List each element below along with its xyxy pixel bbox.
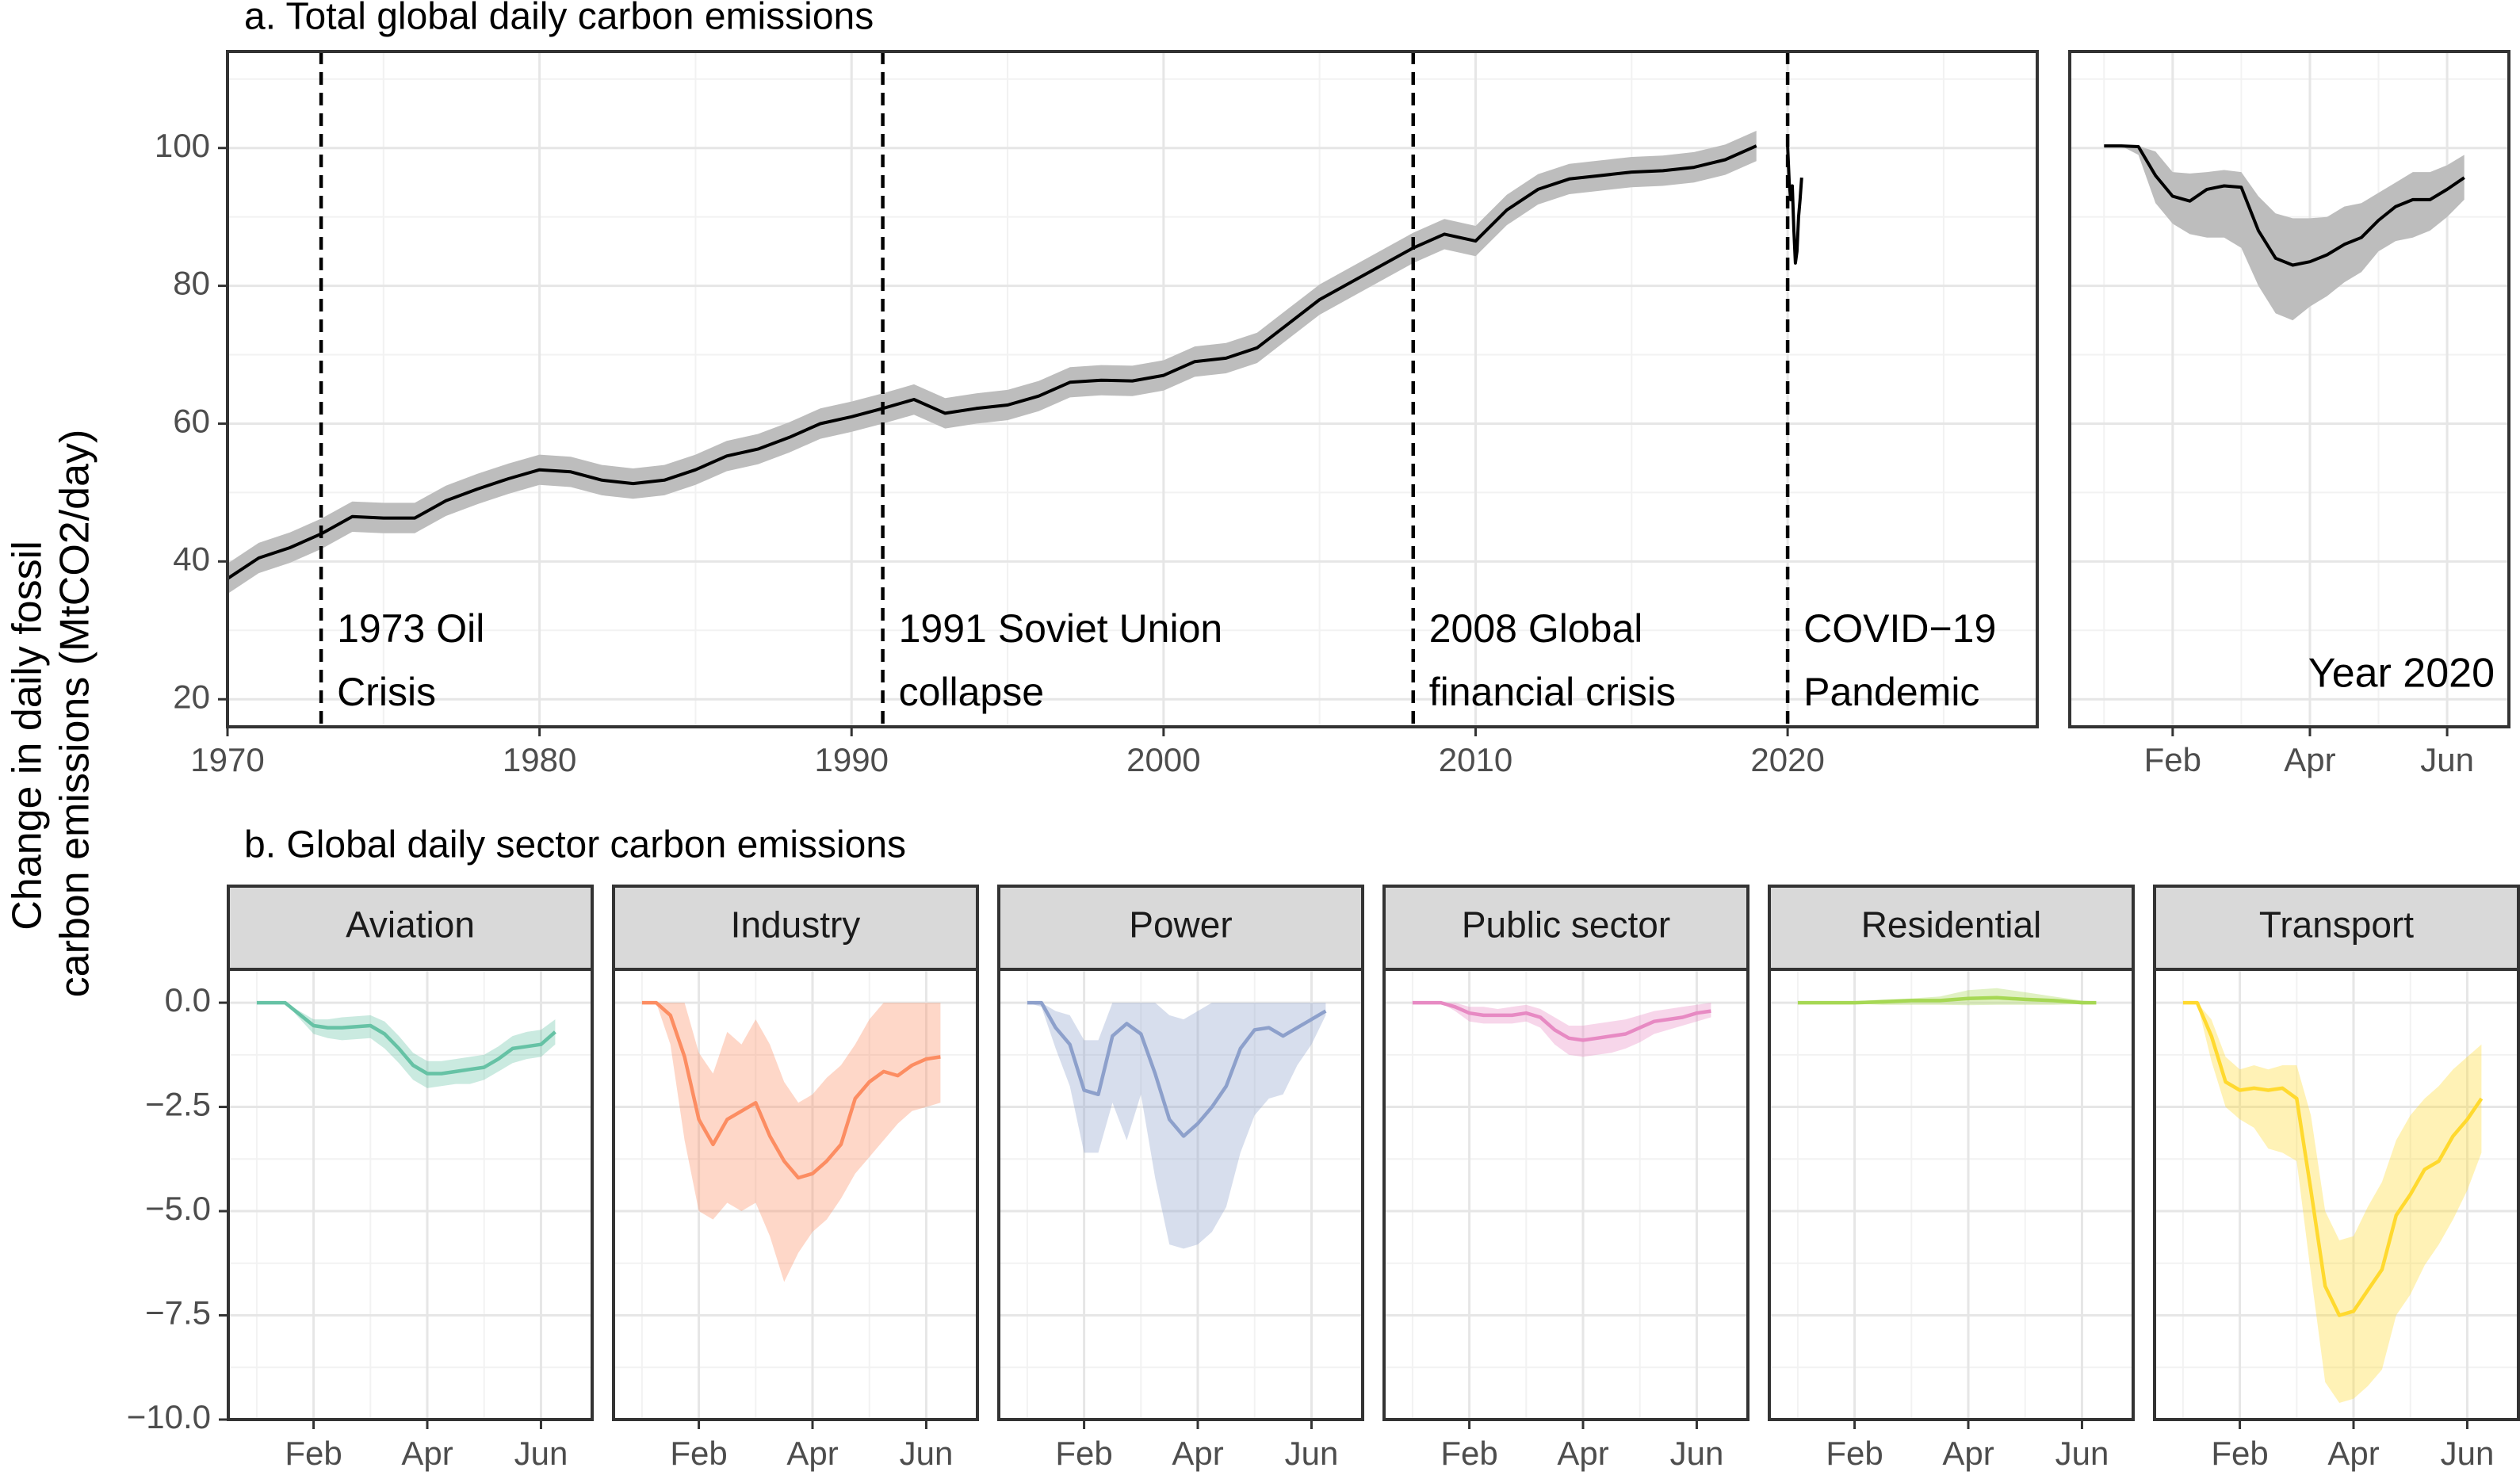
x-tick-label: Jun — [1670, 1435, 1724, 1472]
x-tick-label: Jun — [2420, 741, 2474, 778]
x-tick-label: Feb — [1826, 1435, 1883, 1472]
facet-border — [2153, 968, 2520, 1421]
x-tick-label: 1990 — [815, 741, 889, 778]
facet-transport: Transport Feb Apr Jun — [2153, 885, 2520, 1472]
x-tick-label: Feb — [285, 1435, 342, 1472]
x-tick-label: Feb — [1055, 1435, 1112, 1472]
facet-power: Power Feb Apr Jun — [997, 885, 1364, 1472]
panel-a-border — [226, 50, 2039, 728]
x-tick-label: 1970 — [190, 741, 264, 778]
sector-line — [256, 1000, 556, 1076]
y-tick-label: 20 — [173, 678, 210, 715]
x-tick-label: 2000 — [1126, 741, 1200, 778]
event-label: Pandemic — [1803, 670, 1979, 714]
sector-line — [641, 1000, 941, 1180]
y-tick-label: −10.0 — [127, 1398, 211, 1435]
x-tick-label: 2020 — [1750, 741, 1824, 778]
x-tick-label: Feb — [2211, 1435, 2268, 1472]
x-tick-label: Apr — [1172, 1435, 1223, 1472]
y-axis-label-line2: carbon emissions (MtCO2/day) — [52, 430, 98, 998]
sector-line — [1027, 1000, 1327, 1138]
x-tick-label: Apr — [786, 1435, 838, 1472]
total-emissions-uncertainty-band — [228, 131, 1757, 594]
panel-a-year-2020: Year 2020 Feb Apr Jun — [2068, 50, 2510, 778]
x-tick-label: Jun — [2441, 1435, 2495, 1472]
event-label: collapse — [899, 670, 1044, 714]
x-tick-label: Feb — [2144, 741, 2201, 778]
facet-strip-label: Public sector — [1462, 904, 1670, 946]
y-tick-label: −7.5 — [145, 1294, 211, 1332]
y-tick-label: 0.0 — [165, 981, 211, 1018]
x-tick-label: Apr — [401, 1435, 453, 1472]
facet-strip-label: Industry — [731, 904, 861, 946]
y-axis-label-line1: Change in daily fossil — [5, 541, 51, 930]
inset-title: Year 2020 — [2308, 651, 2495, 697]
year-2020-line — [2104, 144, 2465, 267]
facet-border — [997, 968, 1364, 1421]
x-tick-label: 2010 — [1439, 741, 1512, 778]
facet-strip — [612, 885, 979, 971]
x-tick-label: Jun — [514, 1435, 568, 1472]
y-tick-label: 40 — [173, 540, 210, 577]
year-2020-uncertainty-band — [2104, 146, 2465, 321]
facet-strip — [1768, 885, 2135, 971]
event-label: 1991 Soviet Union — [899, 606, 1223, 651]
facet-strip-label: Transport — [2259, 904, 2414, 946]
x-tick-label: Jun — [2055, 1435, 2109, 1472]
x-tick-label: Jun — [900, 1435, 954, 1472]
x-tick-label: Apr — [1942, 1435, 1994, 1472]
event-label: COVID−19 — [1803, 606, 1996, 651]
facet-strip-label: Residential — [1861, 904, 2042, 946]
y-tick-label: −5.0 — [145, 1190, 211, 1227]
total-emissions-line — [226, 144, 1757, 580]
event-label: Crisis — [337, 670, 436, 714]
sector-line — [1797, 996, 2097, 1005]
facet-residential: Residential Feb Apr Jun — [1768, 885, 2135, 1472]
x-tick-label: Feb — [1440, 1435, 1497, 1472]
panel-a-title: a. Total global daily carbon emissions — [244, 0, 874, 38]
panel-a-total-emissions: 1973 Oil Crisis 1991 Soviet Union collapse 2… — [155, 50, 2039, 778]
facet-border — [1768, 968, 2135, 1421]
sector-uncertainty-band — [641, 1003, 941, 1282]
sector-uncertainty-band — [2182, 1003, 2482, 1403]
event-label: financial crisis — [1429, 670, 1676, 714]
panel-b-sector-emissions: Aviation Feb Apr Jun Industry Feb Apr Jun Power F… — [127, 885, 2520, 1472]
facet-industry: Industry Feb Apr Jun — [612, 885, 979, 1472]
x-tick-label: Apr — [2284, 741, 2335, 778]
facet-strip-label: Aviation — [346, 904, 475, 946]
y-tick-label: 60 — [173, 403, 210, 440]
x-tick-label: 1980 — [503, 741, 576, 778]
facet-strip-label: Power — [1129, 904, 1232, 946]
x-tick-label: Apr — [2327, 1435, 2379, 1472]
facet-public-sector: Public sector Feb Apr Jun — [1382, 885, 1749, 1472]
covid-2020-line — [1786, 146, 1803, 265]
facet-border — [612, 968, 979, 1421]
sector-uncertainty-band — [1412, 1003, 1711, 1057]
panel-a-inset-border — [2068, 50, 2510, 728]
sector-line — [2182, 1000, 2484, 1317]
sector-line — [1412, 1000, 1711, 1042]
panel-b-title: b. Global daily sector carbon emissions — [244, 824, 906, 866]
x-tick-label: Apr — [1557, 1435, 1608, 1472]
facet-border — [1382, 968, 1749, 1421]
x-tick-label: Feb — [670, 1435, 727, 1472]
y-tick-label: 100 — [155, 127, 210, 164]
y-tick-label: 80 — [173, 265, 210, 302]
facet-border — [227, 968, 594, 1421]
y-tick-label: −2.5 — [145, 1086, 211, 1123]
event-label: 1973 Oil — [337, 606, 484, 651]
facet-aviation: Aviation Feb Apr Jun — [227, 885, 594, 1472]
x-tick-label: Jun — [1285, 1435, 1339, 1472]
event-label: 2008 Global — [1429, 606, 1643, 651]
